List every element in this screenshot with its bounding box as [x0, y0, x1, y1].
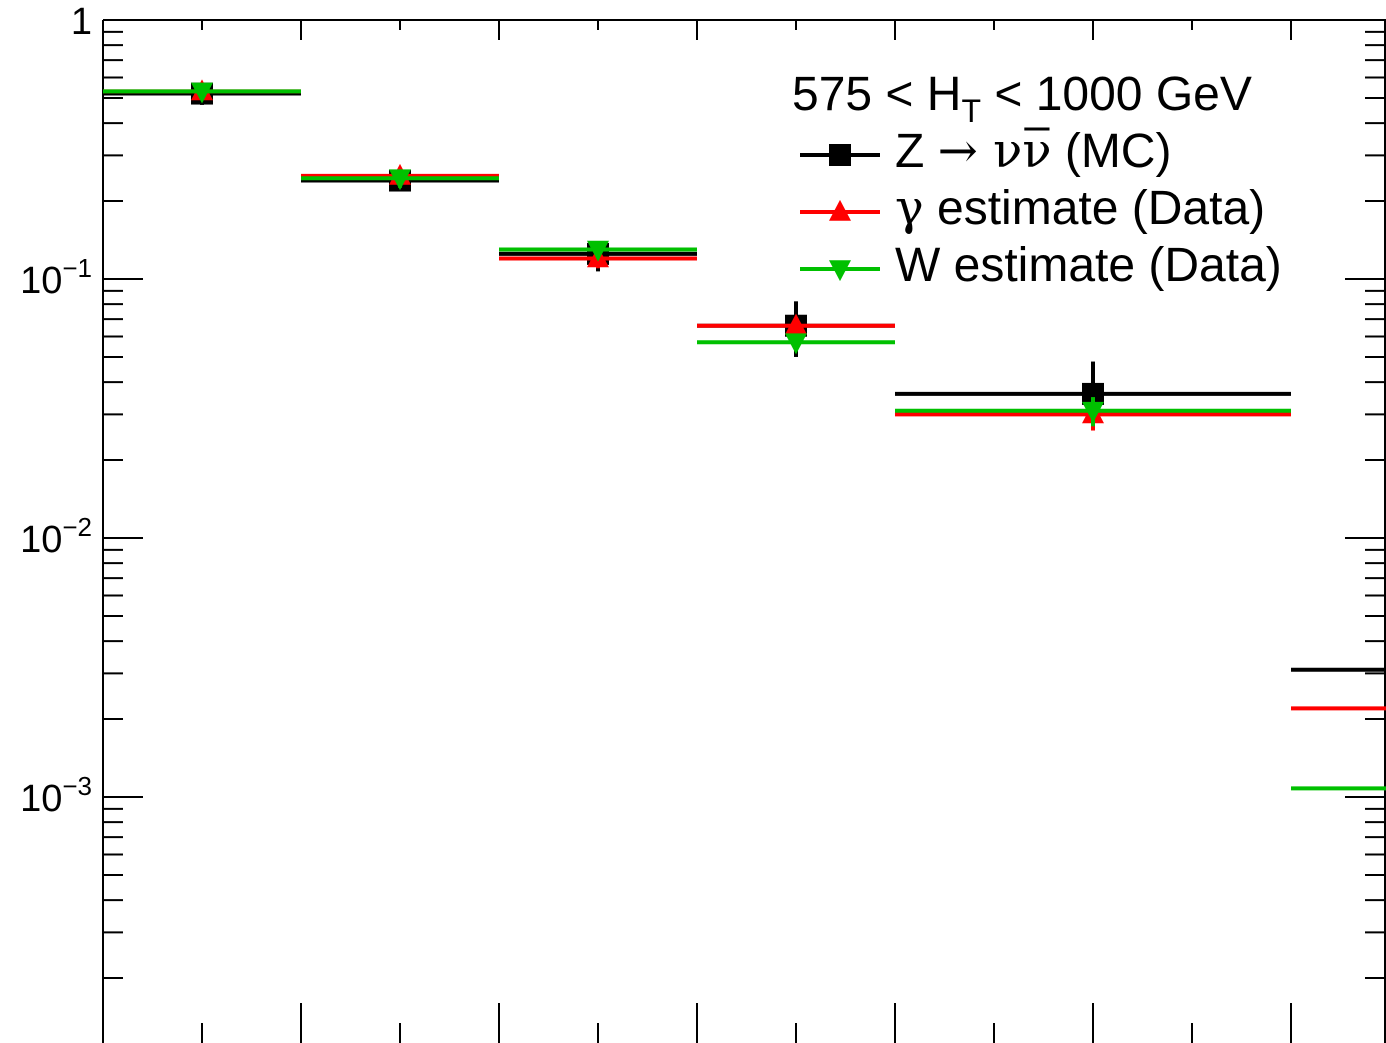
series-gamma-data: [103, 79, 1386, 711]
legend-key-z-marker: [800, 144, 880, 166]
legend-key-marker: [829, 199, 851, 221]
legend-entry-w: W estimate (Data): [800, 239, 1282, 292]
data-point-marker: [1082, 401, 1104, 423]
y-tick-label-base: 10: [20, 260, 62, 302]
legend: Z → νν (MC) γ estimate (Data) W estimate…: [800, 123, 1282, 292]
y-tick-label-base: 1: [71, 1, 92, 43]
data-point-marker: [587, 240, 609, 262]
legend-label-z: Z → νν (MC): [895, 123, 1171, 179]
series-z-mc: [103, 82, 1386, 672]
legend-entry-z: Z → νν (MC): [800, 123, 1171, 179]
y-axis-ticks: [103, 19, 1385, 980]
legend-label-w: W estimate (Data): [895, 239, 1282, 292]
series-w-data: [103, 82, 1386, 791]
legend-key-marker: [829, 144, 851, 166]
data-series: [103, 79, 1386, 791]
ht-range-annotation: 575 < HT < 1000 GeV: [792, 68, 1252, 129]
y-tick-label-exponent: −2: [62, 512, 92, 542]
y-axis-tick-labels: 110−110−210−3: [20, 1, 92, 820]
data-point-marker: [785, 313, 807, 335]
legend-key-gamma-marker: [800, 199, 880, 221]
legend-key-marker: [829, 260, 851, 282]
y-tick-label: 10−1: [20, 253, 92, 302]
data-point-marker: [785, 333, 807, 355]
plot-frame: [102, 19, 1386, 1043]
data-point-marker: [1082, 382, 1104, 405]
y-tick-label-base: 10: [20, 519, 62, 561]
x-axis-ticks: [102, 20, 1292, 1043]
data-point-marker: [191, 82, 213, 104]
y-tick-label: 10−3: [20, 771, 92, 820]
legend-key-w-marker: [800, 260, 880, 282]
y-tick-label: 10−2: [20, 512, 92, 561]
y-tick-label-exponent: −3: [62, 771, 92, 801]
y-tick-label-exponent: −1: [62, 253, 92, 283]
legend-label-gamma: γ estimate (Data): [895, 180, 1265, 236]
data-point-marker: [389, 169, 411, 191]
y-tick-label: 1: [71, 1, 92, 43]
legend-entry-gamma: γ estimate (Data): [800, 180, 1265, 236]
y-tick-label-base: 10: [20, 778, 62, 820]
